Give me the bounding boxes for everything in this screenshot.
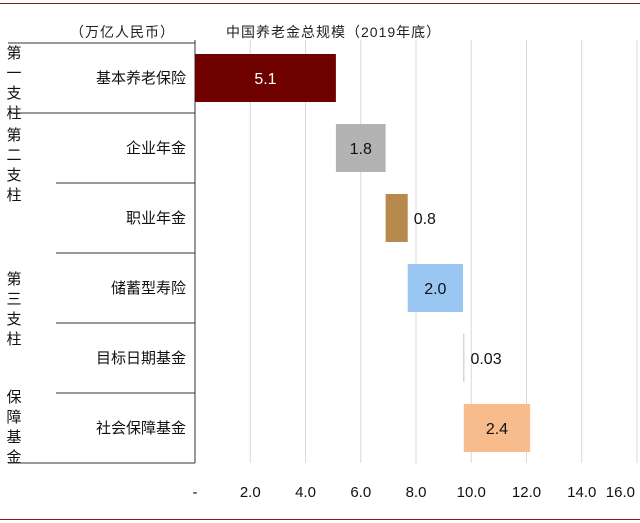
data-label: 5.1 — [254, 71, 276, 88]
bar — [335, 124, 386, 172]
data-label: 0.8 — [414, 211, 436, 228]
bar — [195, 54, 336, 102]
bar — [462, 334, 465, 382]
x-tick-label: 2.0 — [240, 484, 261, 501]
x-tick-label: 6.0 — [350, 484, 371, 501]
category-label: 企业年金 — [126, 139, 186, 157]
pillar-label-3: 第三支柱 — [6, 271, 22, 348]
pillar-label-4: 保障基金 — [6, 389, 22, 466]
category-label: 职业年金 — [126, 210, 186, 227]
unit-label: （万亿人民币） — [70, 24, 175, 40]
bar — [407, 264, 463, 312]
top-border — [0, 3, 640, 4]
category-label: 社会保障基金 — [96, 419, 186, 437]
data-label: 2.0 — [424, 281, 446, 298]
bar — [463, 404, 531, 452]
data-label: 1.8 — [350, 141, 372, 158]
x-tick-label: 10.0 — [457, 484, 486, 501]
bar — [385, 194, 408, 242]
bottom-border — [0, 519, 640, 520]
chart-title: 中国养老金总规模（2019年底） — [226, 24, 442, 40]
category-label: 目标日期基金 — [96, 350, 186, 367]
x-tick-label: 8.0 — [406, 484, 427, 501]
data-label: 2.4 — [486, 421, 508, 438]
x-tick-label: - — [193, 484, 198, 501]
x-tick-label: 4.0 — [295, 484, 316, 501]
pillar-label-1: 第一支柱 — [6, 45, 22, 122]
category-label: 基本养老保险 — [96, 70, 186, 87]
pillar-label-2: 第二支柱 — [6, 127, 22, 204]
x-tick-label: 14.0 — [567, 484, 596, 501]
data-label: 0.03 — [470, 351, 501, 368]
x-tick-label: 12.0 — [512, 484, 541, 501]
category-label: 储蓄型寿险 — [111, 280, 186, 297]
x-tick-label: 16.0 — [606, 484, 635, 501]
